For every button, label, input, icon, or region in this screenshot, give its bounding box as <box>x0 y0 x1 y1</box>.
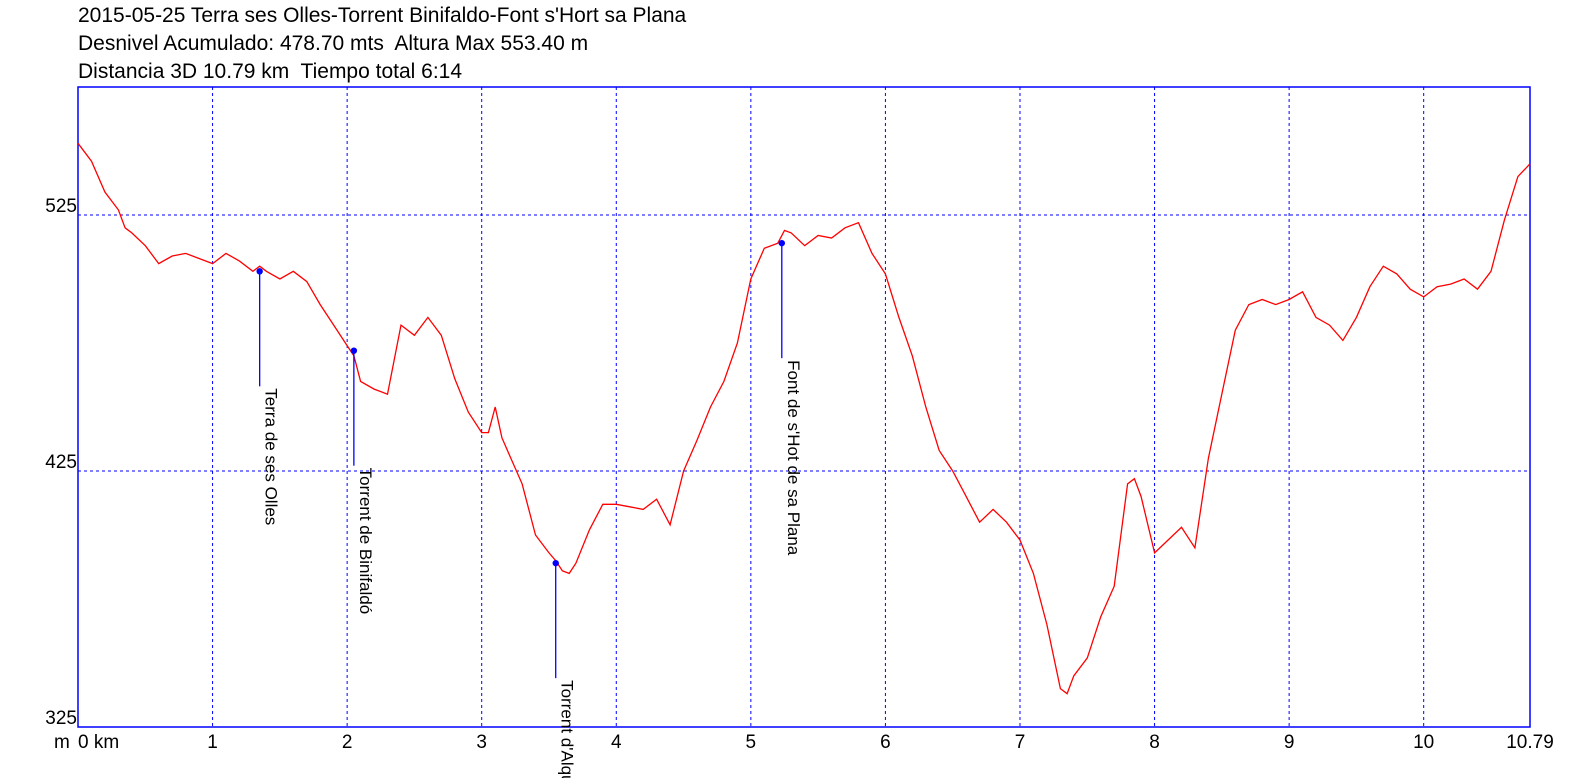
waypoint-layer: Terra de ses Olles Torrent de Binifaldó To… <box>256 239 803 778</box>
chart-title-line-2: Desnivel Acumulado: 478.70 mts Altura Ma… <box>78 32 589 55</box>
chart-title-line-3: Distancia 3D 10.79 km Tiempo total 6:14 <box>78 60 463 83</box>
waypoint-2: Torrent de Binifaldó <box>350 347 375 614</box>
waypoint-marker <box>350 347 358 354</box>
grid-lines <box>78 87 1530 727</box>
y-axis-ticks: 525 425 325 <box>45 196 77 729</box>
y-tick-label-325: 325 <box>45 708 77 729</box>
y-tick-label-425: 425 <box>45 452 77 473</box>
x-tick-label-4: 4 <box>611 732 622 753</box>
y-tick-label-525: 525 <box>45 196 77 217</box>
x-tick-label-5: 5 <box>746 732 757 753</box>
x-tick-label-1: 1 <box>207 732 218 753</box>
plot-frame <box>77 86 1531 728</box>
waypoint-label: Terra de ses Olles <box>262 388 281 525</box>
waypoint-marker <box>256 268 263 275</box>
waypoint-1: Terra de ses Olles <box>256 268 281 525</box>
waypoint-marker <box>552 559 559 567</box>
waypoint-label: Font de s'Hot de sa Plana <box>784 360 803 556</box>
waypoint-label: Torrent d'Alqueda <box>558 680 577 778</box>
chart-title-line-1: 2015-05-25 Terra ses Olles-Torrent Binif… <box>78 4 687 27</box>
x-tick-label-6: 6 <box>880 732 891 753</box>
x-tick-label-3: 3 <box>476 732 487 753</box>
elevation-line-0 <box>77 142 1531 695</box>
x-tick-label-10.79: 10.79 <box>1506 732 1554 753</box>
x-tick-label-8: 8 <box>1149 732 1160 753</box>
x-axis-ticks: 0 km 1 2 3 4 5 6 7 8 9 10 10.79 <box>78 732 1554 753</box>
waypoint-4: Font de s'Hot de sa Plana <box>778 239 803 556</box>
y-axis-label: m <box>54 732 70 753</box>
x-tick-label-7: 7 <box>1015 732 1026 753</box>
waypoint-marker <box>778 239 785 247</box>
x-tick-label-2: 2 <box>342 732 353 753</box>
x-tick-label-0: 0 km <box>78 732 119 753</box>
waypoint-3: Torrent d'Alqueda <box>552 559 577 778</box>
series-layer <box>77 142 1531 695</box>
x-tick-label-10: 10 <box>1413 732 1434 753</box>
waypoint-label: Torrent de Binifaldó <box>356 468 375 614</box>
x-tick-label-9: 9 <box>1284 732 1295 753</box>
